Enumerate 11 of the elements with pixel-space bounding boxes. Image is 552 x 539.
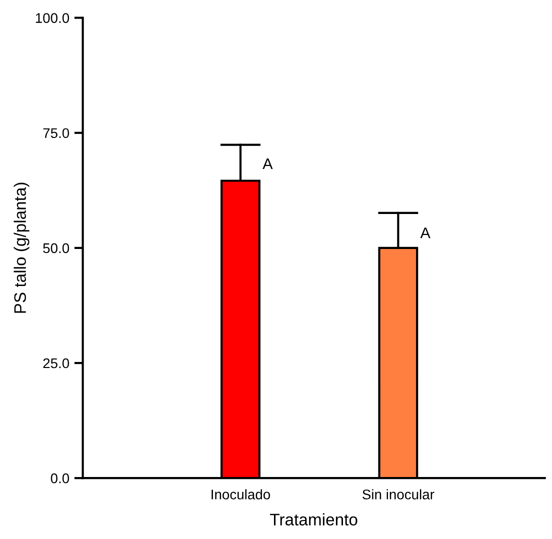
y-tick-label: 0.0 [50,473,70,484]
annotation: A [420,228,430,238]
y-tick-label: 100.0 [36,13,70,23]
y-tick-label: 50.0 [43,243,70,254]
x-tick-label: Inoculado [212,489,270,500]
x-axis-title: Tratamiento [270,513,358,526]
x-tick-label: Sin inocular [362,489,434,500]
y-tick-label: 75.0 [43,128,70,138]
annotation: A [262,158,273,170]
y-axis-title: PS tallo (g/planta) [14,182,30,313]
y-tick-label: 25.0 [43,358,70,368]
